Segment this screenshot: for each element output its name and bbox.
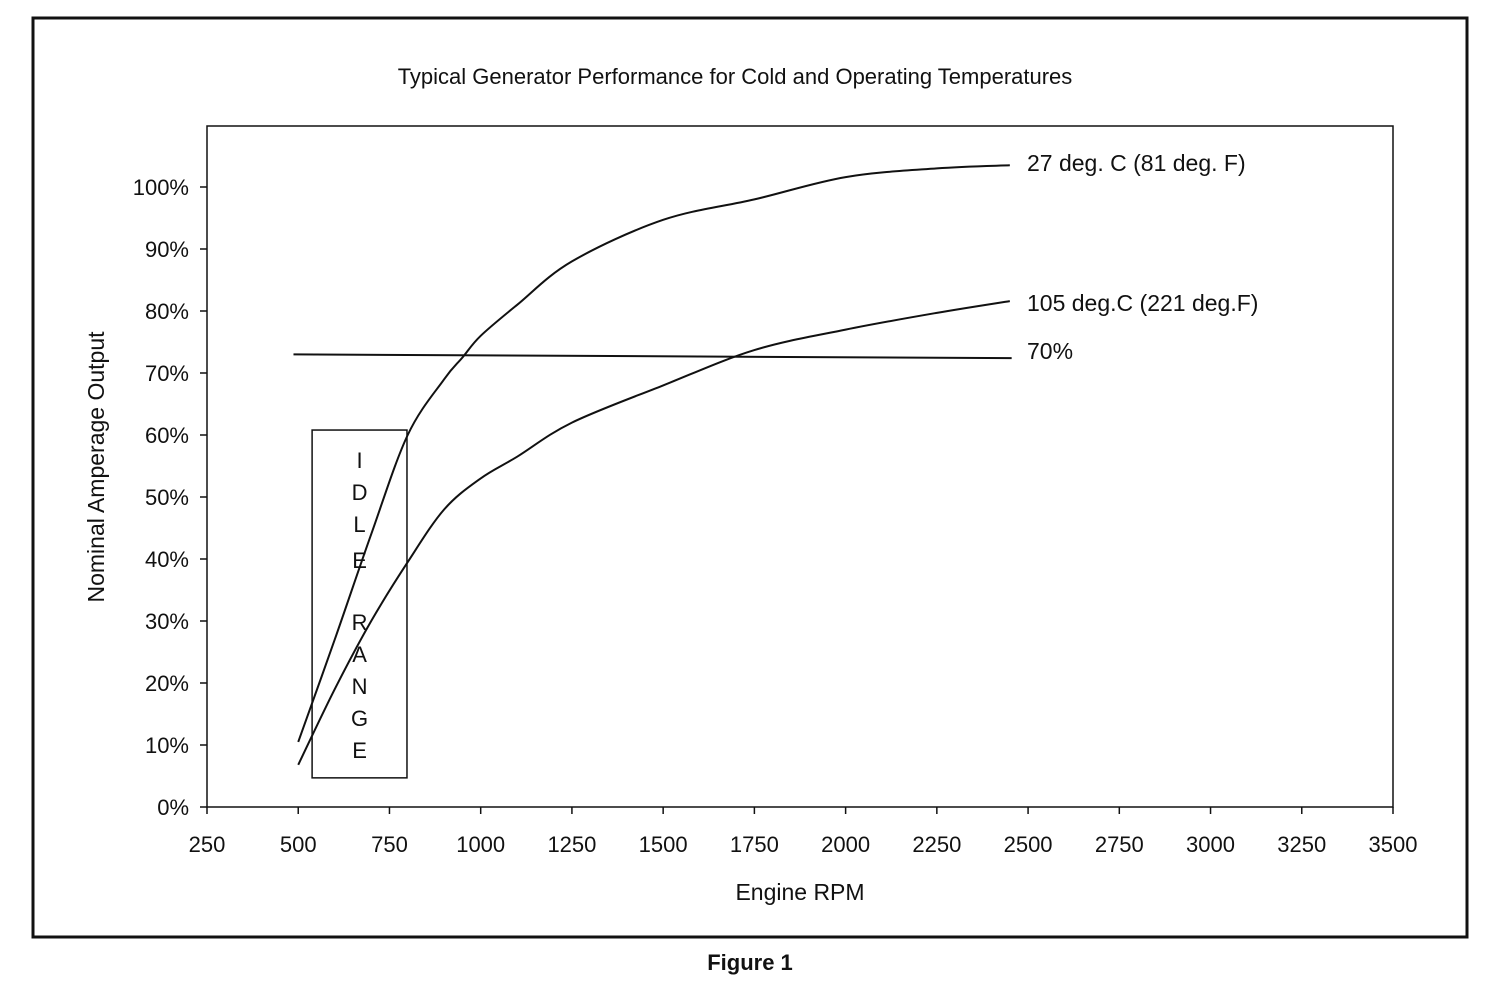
y-tick-label: 0% [157,795,189,820]
x-tick-label: 1250 [547,832,596,857]
y-tick-label: 30% [145,609,189,634]
y-tick-label: 90% [145,237,189,262]
idle-range-letter: D [352,480,368,505]
x-axis-label: Engine RPM [735,879,864,905]
x-tick-label: 2250 [912,832,961,857]
idle-range-box [311,429,408,779]
chart-title: Typical Generator Performance for Cold a… [398,64,1073,89]
x-tick-label: 3250 [1277,832,1326,857]
legend-label: 27 deg. C (81 deg. F) [1027,150,1246,176]
idle-range-letter: E [352,548,367,573]
y-tick-label: 10% [145,733,189,758]
idle-range-letter: R [352,610,368,635]
x-tick-label: 500 [280,832,317,857]
y-tick-label: 40% [145,547,189,572]
idle-range-letter: I [356,448,362,473]
x-tick-label: 3500 [1369,832,1418,857]
y-tick-label: 20% [145,671,189,696]
x-tick-label: 2000 [821,832,870,857]
y-tick-label: 80% [145,299,189,324]
x-tick-label: 3000 [1186,832,1235,857]
idle-range-letter: A [352,642,367,667]
x-tick-label: 2750 [1095,832,1144,857]
x-tick-label: 250 [189,832,226,857]
idle-range-letter: L [353,512,365,537]
x-tick-label: 1000 [456,832,505,857]
series-105c-line [297,300,1010,766]
x-tick-label: 1500 [639,832,688,857]
y-tick-label: 100% [133,175,189,200]
legend-label: 105 deg.C (221 deg.F) [1027,290,1258,316]
x-tick-label: 750 [371,832,408,857]
series-27c-line [297,164,1010,743]
x-tick-label: 1750 [730,832,779,857]
idle-range-letter: G [351,706,368,731]
figure-frame [31,16,1469,939]
threshold-70-line [293,353,1012,360]
y-tick-label: 70% [145,361,189,386]
legend-label: 70% [1027,338,1073,364]
figure-caption: Figure 1 [707,950,793,975]
idle-range-letter: N [352,674,368,699]
y-tick-label: 50% [145,485,189,510]
plot-area [206,125,1394,808]
x-tick-label: 2500 [1004,832,1053,857]
idle-range-letter: E [352,738,367,763]
y-tick-label: 60% [145,423,189,448]
y-axis-label: Nominal Amperage Output [83,331,109,603]
